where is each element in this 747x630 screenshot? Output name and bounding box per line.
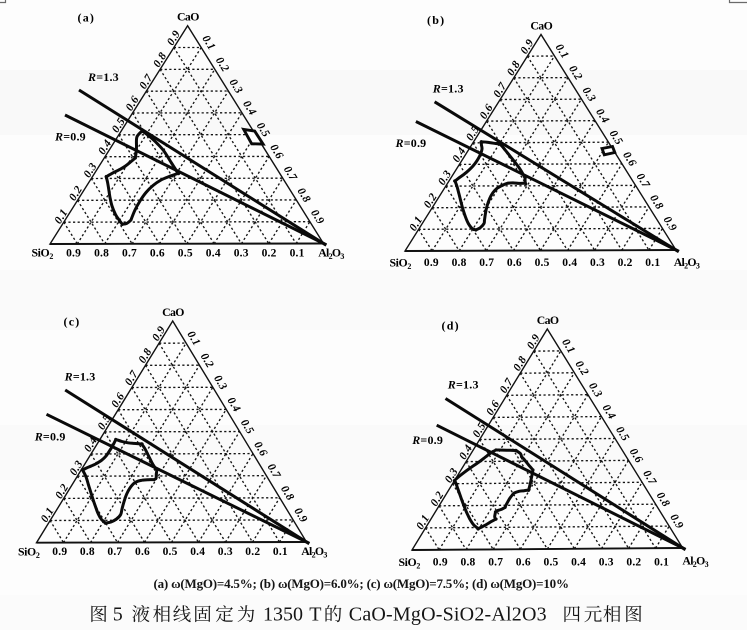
svg-text:R=0.9: R=0.9 (395, 136, 427, 150)
svg-text:0.9: 0.9 (424, 257, 439, 269)
svg-text:0.6: 0.6 (135, 546, 150, 558)
svg-text:0.7: 0.7 (488, 557, 503, 569)
svg-text:0.7: 0.7 (122, 247, 137, 259)
svg-text:0.7: 0.7 (479, 257, 494, 269)
svg-text:0.1: 0.1 (290, 247, 305, 259)
svg-text:(b): (b) (427, 13, 445, 27)
svg-text:0.3: 0.3 (234, 247, 249, 259)
svg-text:0.5: 0.5 (178, 247, 193, 259)
svg-text:(c): (c) (64, 315, 81, 329)
svg-text:0.6: 0.6 (507, 257, 522, 269)
svg-text:R=1.3: R=1.3 (87, 70, 119, 84)
svg-text:0.9: 0.9 (66, 247, 81, 259)
svg-text:0.1: 0.1 (273, 546, 288, 558)
svg-text:0.8: 0.8 (94, 247, 109, 259)
svg-text:0.2: 0.2 (262, 247, 277, 259)
svg-text:Al2O3: Al2O3 (682, 553, 708, 569)
svg-text:0.4: 0.4 (190, 546, 205, 558)
svg-text:0.2: 0.2 (618, 257, 633, 269)
svg-text:Al2O3: Al2O3 (301, 544, 327, 560)
svg-text:SiO2: SiO2 (399, 555, 421, 571)
svg-text:R=0.9: R=0.9 (34, 430, 66, 444)
svg-text:R=1.3: R=1.3 (64, 370, 96, 384)
svg-text:0.3: 0.3 (218, 546, 233, 558)
svg-text:SiO2: SiO2 (390, 255, 412, 271)
svg-text:Al2O3: Al2O3 (674, 255, 700, 271)
svg-text:1350: 1350 (263, 604, 303, 626)
svg-text:0.7: 0.7 (107, 546, 122, 558)
svg-text:(d): (d) (442, 319, 460, 333)
svg-text:R=0.9: R=0.9 (411, 433, 443, 447)
svg-text:0.8: 0.8 (452, 257, 467, 269)
svg-text:R=0.9: R=0.9 (54, 129, 86, 143)
svg-text:0.6: 0.6 (516, 557, 531, 569)
svg-text:CaO-MgO-SiO2-Al2O3: CaO-MgO-SiO2-Al2O3 (349, 604, 547, 626)
svg-text:0.4: 0.4 (562, 257, 577, 269)
svg-text:SiO2: SiO2 (18, 544, 40, 560)
svg-text:0.5: 0.5 (163, 546, 178, 558)
svg-text:0.3: 0.3 (590, 257, 605, 269)
svg-text:0.1: 0.1 (645, 257, 660, 269)
svg-text:0.1: 0.1 (654, 557, 669, 569)
svg-text:0.2: 0.2 (626, 557, 641, 569)
svg-text:R=1.3: R=1.3 (447, 378, 479, 392)
svg-text:0.9: 0.9 (52, 546, 67, 558)
svg-text:0.9: 0.9 (433, 557, 448, 569)
svg-text:R=1.3: R=1.3 (432, 82, 464, 96)
svg-text:5: 5 (113, 604, 123, 626)
svg-text:SiO2: SiO2 (32, 246, 54, 262)
svg-text:0.8: 0.8 (80, 546, 95, 558)
svg-text:0.3: 0.3 (599, 557, 614, 569)
svg-text:T: T (309, 604, 321, 626)
svg-text:CaO: CaO (537, 313, 559, 327)
svg-text:0.5: 0.5 (544, 557, 559, 569)
svg-text:0.8: 0.8 (461, 557, 476, 569)
svg-text:0.4: 0.4 (571, 557, 586, 569)
svg-text:0.2: 0.2 (245, 546, 260, 558)
svg-text:Al2O3: Al2O3 (318, 246, 344, 262)
svg-text:0.5: 0.5 (535, 257, 550, 269)
svg-text:CaO: CaO (530, 19, 552, 33)
svg-text:CaO: CaO (177, 10, 199, 24)
svg-text:CaO: CaO (162, 305, 184, 319)
svg-text:0.6: 0.6 (150, 247, 165, 259)
svg-text:0.4: 0.4 (206, 247, 221, 259)
svg-text:(a) ω(MgO)=4.5%; (b) ω(MgO)=6.: (a) ω(MgO)=4.5%; (b) ω(MgO)=6.0%; (c) ω(… (154, 576, 569, 591)
svg-text:(a): (a) (78, 11, 96, 25)
